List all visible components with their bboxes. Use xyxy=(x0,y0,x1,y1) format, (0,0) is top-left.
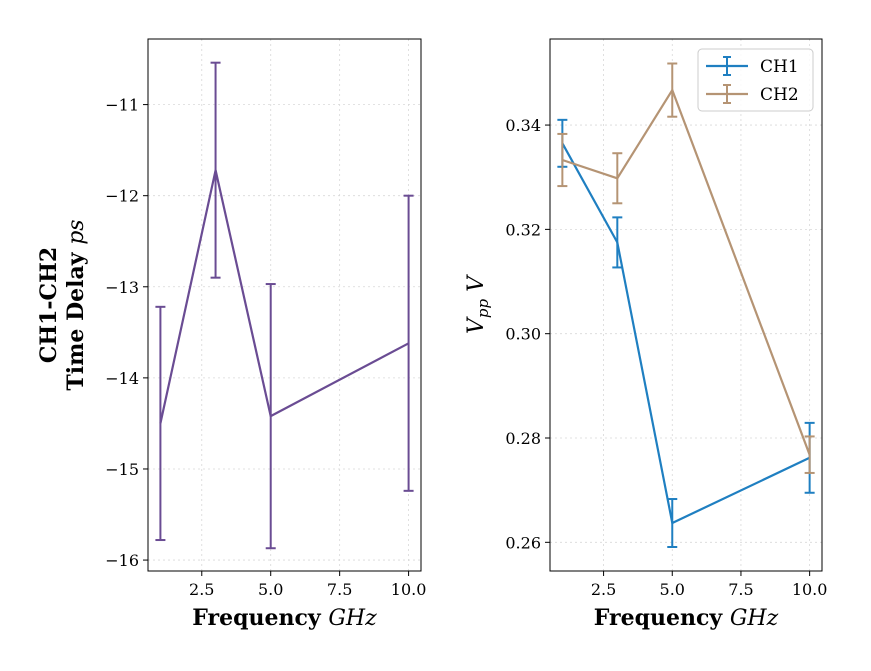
x-tick-label: 5.0 xyxy=(660,580,685,599)
x-axis-title-unit: GHz xyxy=(730,606,779,631)
x-tick-label: 7.5 xyxy=(728,580,753,599)
x-axis-title: Frequency GHz xyxy=(594,605,779,631)
y-tick-label: −14 xyxy=(105,369,139,388)
y-axis-title-sub: pp xyxy=(474,299,492,319)
y-axis-title-line2: Time Delay ps xyxy=(63,219,89,390)
y-tick-label: 0.30 xyxy=(505,325,541,344)
y-axis-title-text: Time Delay xyxy=(63,245,89,391)
y-tick-label: −16 xyxy=(105,551,139,570)
y-tick-label: 0.28 xyxy=(505,429,541,448)
right-panel-vpp-chart: 2.5 5.0 7.5 10.0 0.26 0.28 0.30 0.32 0.34 Frequen… xyxy=(464,38,828,631)
x-tick-label: 5.0 xyxy=(258,580,283,599)
series-0 xyxy=(155,61,414,550)
x-axis-title-text: Frequency xyxy=(594,605,730,631)
x-axis-title-text: Frequency xyxy=(192,605,328,631)
x-tick-label: 7.5 xyxy=(327,580,352,599)
x-tick-label: 2.5 xyxy=(591,580,616,599)
series-ch2 xyxy=(557,62,815,474)
y-tick-label: −11 xyxy=(105,96,139,115)
x-tick-label: 2.5 xyxy=(189,580,214,599)
series-line xyxy=(562,88,811,456)
y-tick-label: 0.26 xyxy=(505,533,541,552)
x-tick-label: 10.0 xyxy=(391,580,427,599)
y-axis-title: Vpp V xyxy=(464,274,492,334)
legend-label-ch1: CH1 xyxy=(760,57,799,77)
left-panel-delay-chart: 2.5 5.0 7.5 10.0 −16 −15 −14 −13 −12 −11 Frequency… xyxy=(36,38,427,631)
y-axis-title-unit: ps xyxy=(64,219,89,244)
y-tick-label: −12 xyxy=(105,187,139,206)
legend-label-ch2: CH2 xyxy=(760,85,799,105)
y-axis-title-line1: CH1-CH2 xyxy=(36,247,62,363)
series-line xyxy=(159,169,410,424)
plot-frame xyxy=(147,38,422,572)
plot-frame xyxy=(549,38,823,572)
y-axis-title-unit: V xyxy=(464,274,489,299)
x-tick-label: 10.0 xyxy=(792,580,828,599)
series-line xyxy=(561,142,811,525)
y-tick-label: 0.34 xyxy=(505,116,541,135)
y-tick-label: −13 xyxy=(105,278,139,297)
x-axis-title-unit: GHz xyxy=(328,606,377,631)
x-axis-title: Frequency GHz xyxy=(192,605,377,631)
y-axis-title-main: V xyxy=(464,316,489,334)
y-tick-label: −15 xyxy=(105,460,139,479)
y-tick-label: 0.32 xyxy=(505,220,541,239)
